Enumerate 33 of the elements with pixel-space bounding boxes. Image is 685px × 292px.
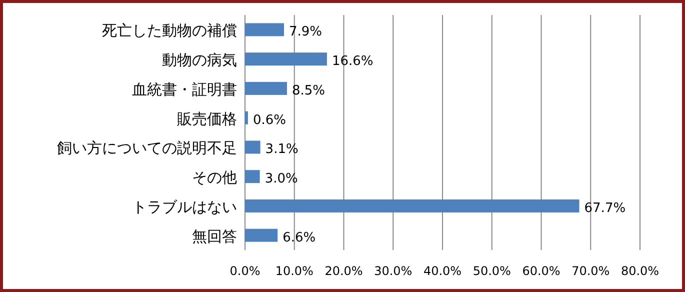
data-label: 0.6%	[252, 112, 286, 128]
x-tick-label: 10.0%	[275, 264, 314, 278]
y-tick-label: 動物の病気	[162, 51, 237, 70]
data-label: 3.0%	[264, 172, 298, 187]
data-label: 8.5%	[292, 83, 325, 98]
data-label: 7.9%	[289, 24, 322, 40]
y-tick-label: 飼い方についての説明不足	[57, 139, 237, 158]
bar	[245, 170, 260, 184]
data-label: 67.7%	[584, 200, 626, 216]
x-tick-label: 80.0%	[620, 264, 660, 278]
bar	[245, 111, 248, 124]
x-tick-label: 30.0%	[374, 264, 412, 278]
y-tick-label: トラブルはない	[132, 198, 237, 216]
y-tick-label: 血統書・証明書	[132, 80, 237, 98]
data-label: 6.6%	[282, 230, 316, 246]
bar	[245, 140, 260, 154]
bar	[245, 228, 278, 242]
bar	[245, 52, 327, 66]
x-tick-label: 0.0%	[230, 264, 260, 278]
y-tick-label: 無回答	[192, 227, 237, 246]
data-label: 3.1%	[265, 142, 298, 158]
y-tick-label: 死亡した動物の補償	[102, 22, 237, 40]
data-label: 16.6%	[332, 54, 374, 70]
bar	[245, 199, 580, 212]
x-tick-label: 50.0%	[472, 264, 511, 278]
y-tick-label: 販売価格	[177, 110, 237, 128]
x-tick-label: 40.0%	[423, 264, 462, 278]
x-tick-label: 60.0%	[522, 264, 560, 278]
x-tick-label: 70.0%	[572, 264, 610, 278]
bar	[245, 23, 284, 36]
bar	[245, 82, 287, 95]
x-tick-label: 20.0%	[324, 264, 363, 278]
y-tick-label: その他	[192, 168, 237, 187]
